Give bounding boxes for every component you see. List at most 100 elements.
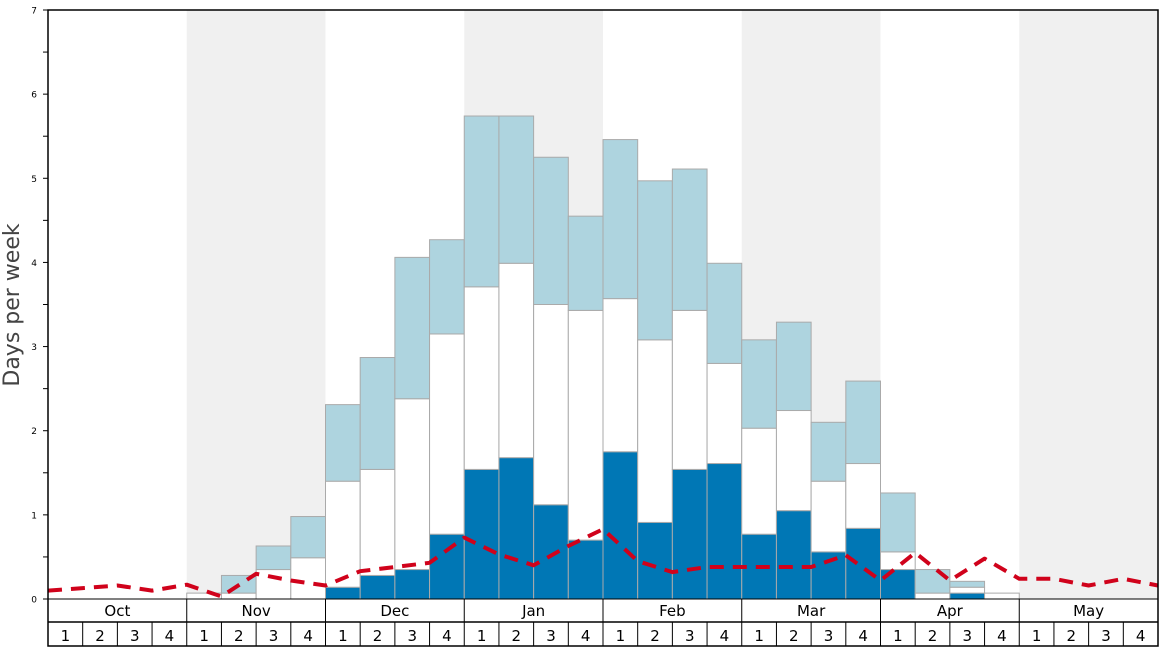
bar-light-23: [810, 421, 847, 482]
y-tick-label-5: 5: [31, 175, 37, 185]
y-tick-label-4: 4: [31, 259, 37, 269]
y-tick-label-3: 3: [31, 343, 37, 353]
y-tick-label-1: 1: [31, 511, 37, 521]
month-label-jan: Jan: [521, 602, 545, 620]
week-label-apr-4: 4: [997, 627, 1007, 645]
bar-dark-15: [533, 504, 569, 600]
bar-white-26: [914, 592, 951, 600]
week-label-may-3: 3: [1101, 627, 1111, 645]
bar-white-15: [533, 304, 569, 506]
bar-white-10: [359, 468, 396, 576]
month-label-apr: Apr: [937, 602, 964, 620]
week-label-apr-3: 3: [962, 627, 972, 645]
bar-white-17: [602, 298, 639, 453]
bar-white-13: [463, 286, 500, 470]
bar-light-7: [255, 545, 292, 571]
bar-light-21: [741, 339, 777, 429]
bar-light-13: [463, 115, 500, 288]
y-tick-label-6: 6: [31, 91, 37, 101]
week-label-jan-4: 4: [581, 627, 591, 645]
bar-light-15: [533, 156, 569, 305]
week-label-dec-4: 4: [442, 627, 452, 645]
bar-dark-23: [810, 551, 847, 600]
bar-white-6: [220, 592, 257, 600]
bar-white-27: [949, 586, 986, 594]
week-label-apr-1: 1: [893, 627, 903, 645]
month-band-may: [1019, 10, 1158, 599]
bar-light-25: [880, 492, 916, 553]
week-label-apr-2: 2: [928, 627, 938, 645]
week-label-dec-1: 1: [338, 627, 348, 645]
bar-dark-20: [706, 463, 743, 600]
y-tick-label-0: 0: [31, 596, 37, 606]
bar-white-18: [637, 339, 673, 523]
bars-layer: [186, 115, 1020, 600]
bar-dark-22: [775, 510, 812, 600]
week-label-mar-1: 1: [754, 627, 764, 645]
bar-dark-24: [845, 527, 881, 600]
bar-light-26: [914, 569, 951, 594]
bar-light-8: [290, 516, 326, 559]
bar-white-23: [810, 480, 847, 553]
bar-light-16: [567, 215, 604, 311]
bar-white-28: [984, 592, 1020, 600]
y-tick-label-7: 7: [31, 7, 37, 17]
bar-dark-12: [429, 533, 465, 600]
week-label-oct-3: 3: [130, 627, 140, 645]
month-label-mar: Mar: [797, 602, 826, 620]
week-label-may-1: 1: [1032, 627, 1042, 645]
bar-white-24: [845, 463, 881, 529]
bar-white-16: [567, 309, 604, 541]
bar-dark-10: [359, 574, 396, 600]
week-label-feb-3: 3: [685, 627, 695, 645]
week-label-jan-1: 1: [477, 627, 487, 645]
week-label-feb-2: 2: [650, 627, 660, 645]
bar-dark-14: [498, 457, 535, 600]
week-label-may-2: 2: [1067, 627, 1077, 645]
line-layer: [47, 527, 1159, 599]
month-band-nov: [186, 10, 326, 599]
y-tick-label-2: 2: [31, 427, 37, 437]
bar-dark-17: [602, 451, 639, 600]
bar-dark-27: [949, 592, 986, 600]
week-label-feb-4: 4: [720, 627, 730, 645]
y-axis-label: Days per week: [0, 223, 25, 386]
bar-white-19: [671, 309, 708, 470]
bar-white-11: [394, 398, 431, 571]
month-label-feb: Feb: [659, 602, 686, 620]
bar-light-20: [706, 262, 743, 364]
bar-dark-9: [325, 586, 361, 600]
bar-dark-16: [567, 539, 604, 600]
bar-dark-11: [394, 569, 431, 600]
bar-white-12: [429, 333, 465, 535]
bar-white-9: [325, 480, 361, 588]
week-label-may-4: 4: [1136, 627, 1146, 645]
bar-light-19: [671, 168, 708, 311]
bar-white-20: [706, 362, 743, 465]
week-label-dec-2: 2: [373, 627, 383, 645]
month-label-may: May: [1073, 602, 1104, 620]
week-label-feb-1: 1: [616, 627, 626, 645]
bar-white-8: [290, 557, 326, 600]
month-label-nov: Nov: [241, 602, 270, 620]
bar-light-12: [429, 239, 465, 335]
week-label-mar-3: 3: [824, 627, 834, 645]
bar-white-22: [775, 410, 812, 512]
week-label-nov-4: 4: [303, 627, 313, 645]
bar-dark-19: [671, 468, 708, 600]
bar-light-9: [325, 404, 361, 482]
month-label-oct: Oct: [104, 602, 130, 620]
bar-light-27: [949, 580, 986, 588]
bar-light-24: [845, 380, 881, 465]
week-label-oct-1: 1: [61, 627, 71, 645]
bar-dark-18: [637, 521, 673, 600]
week-label-mar-2: 2: [789, 627, 799, 645]
week-label-dec-3: 3: [407, 627, 417, 645]
week-label-mar-4: 4: [858, 627, 868, 645]
month-label-dec: Dec: [380, 602, 409, 620]
bar-light-11: [394, 256, 431, 400]
bar-light-10: [359, 357, 396, 470]
week-label-jan-2: 2: [512, 627, 522, 645]
